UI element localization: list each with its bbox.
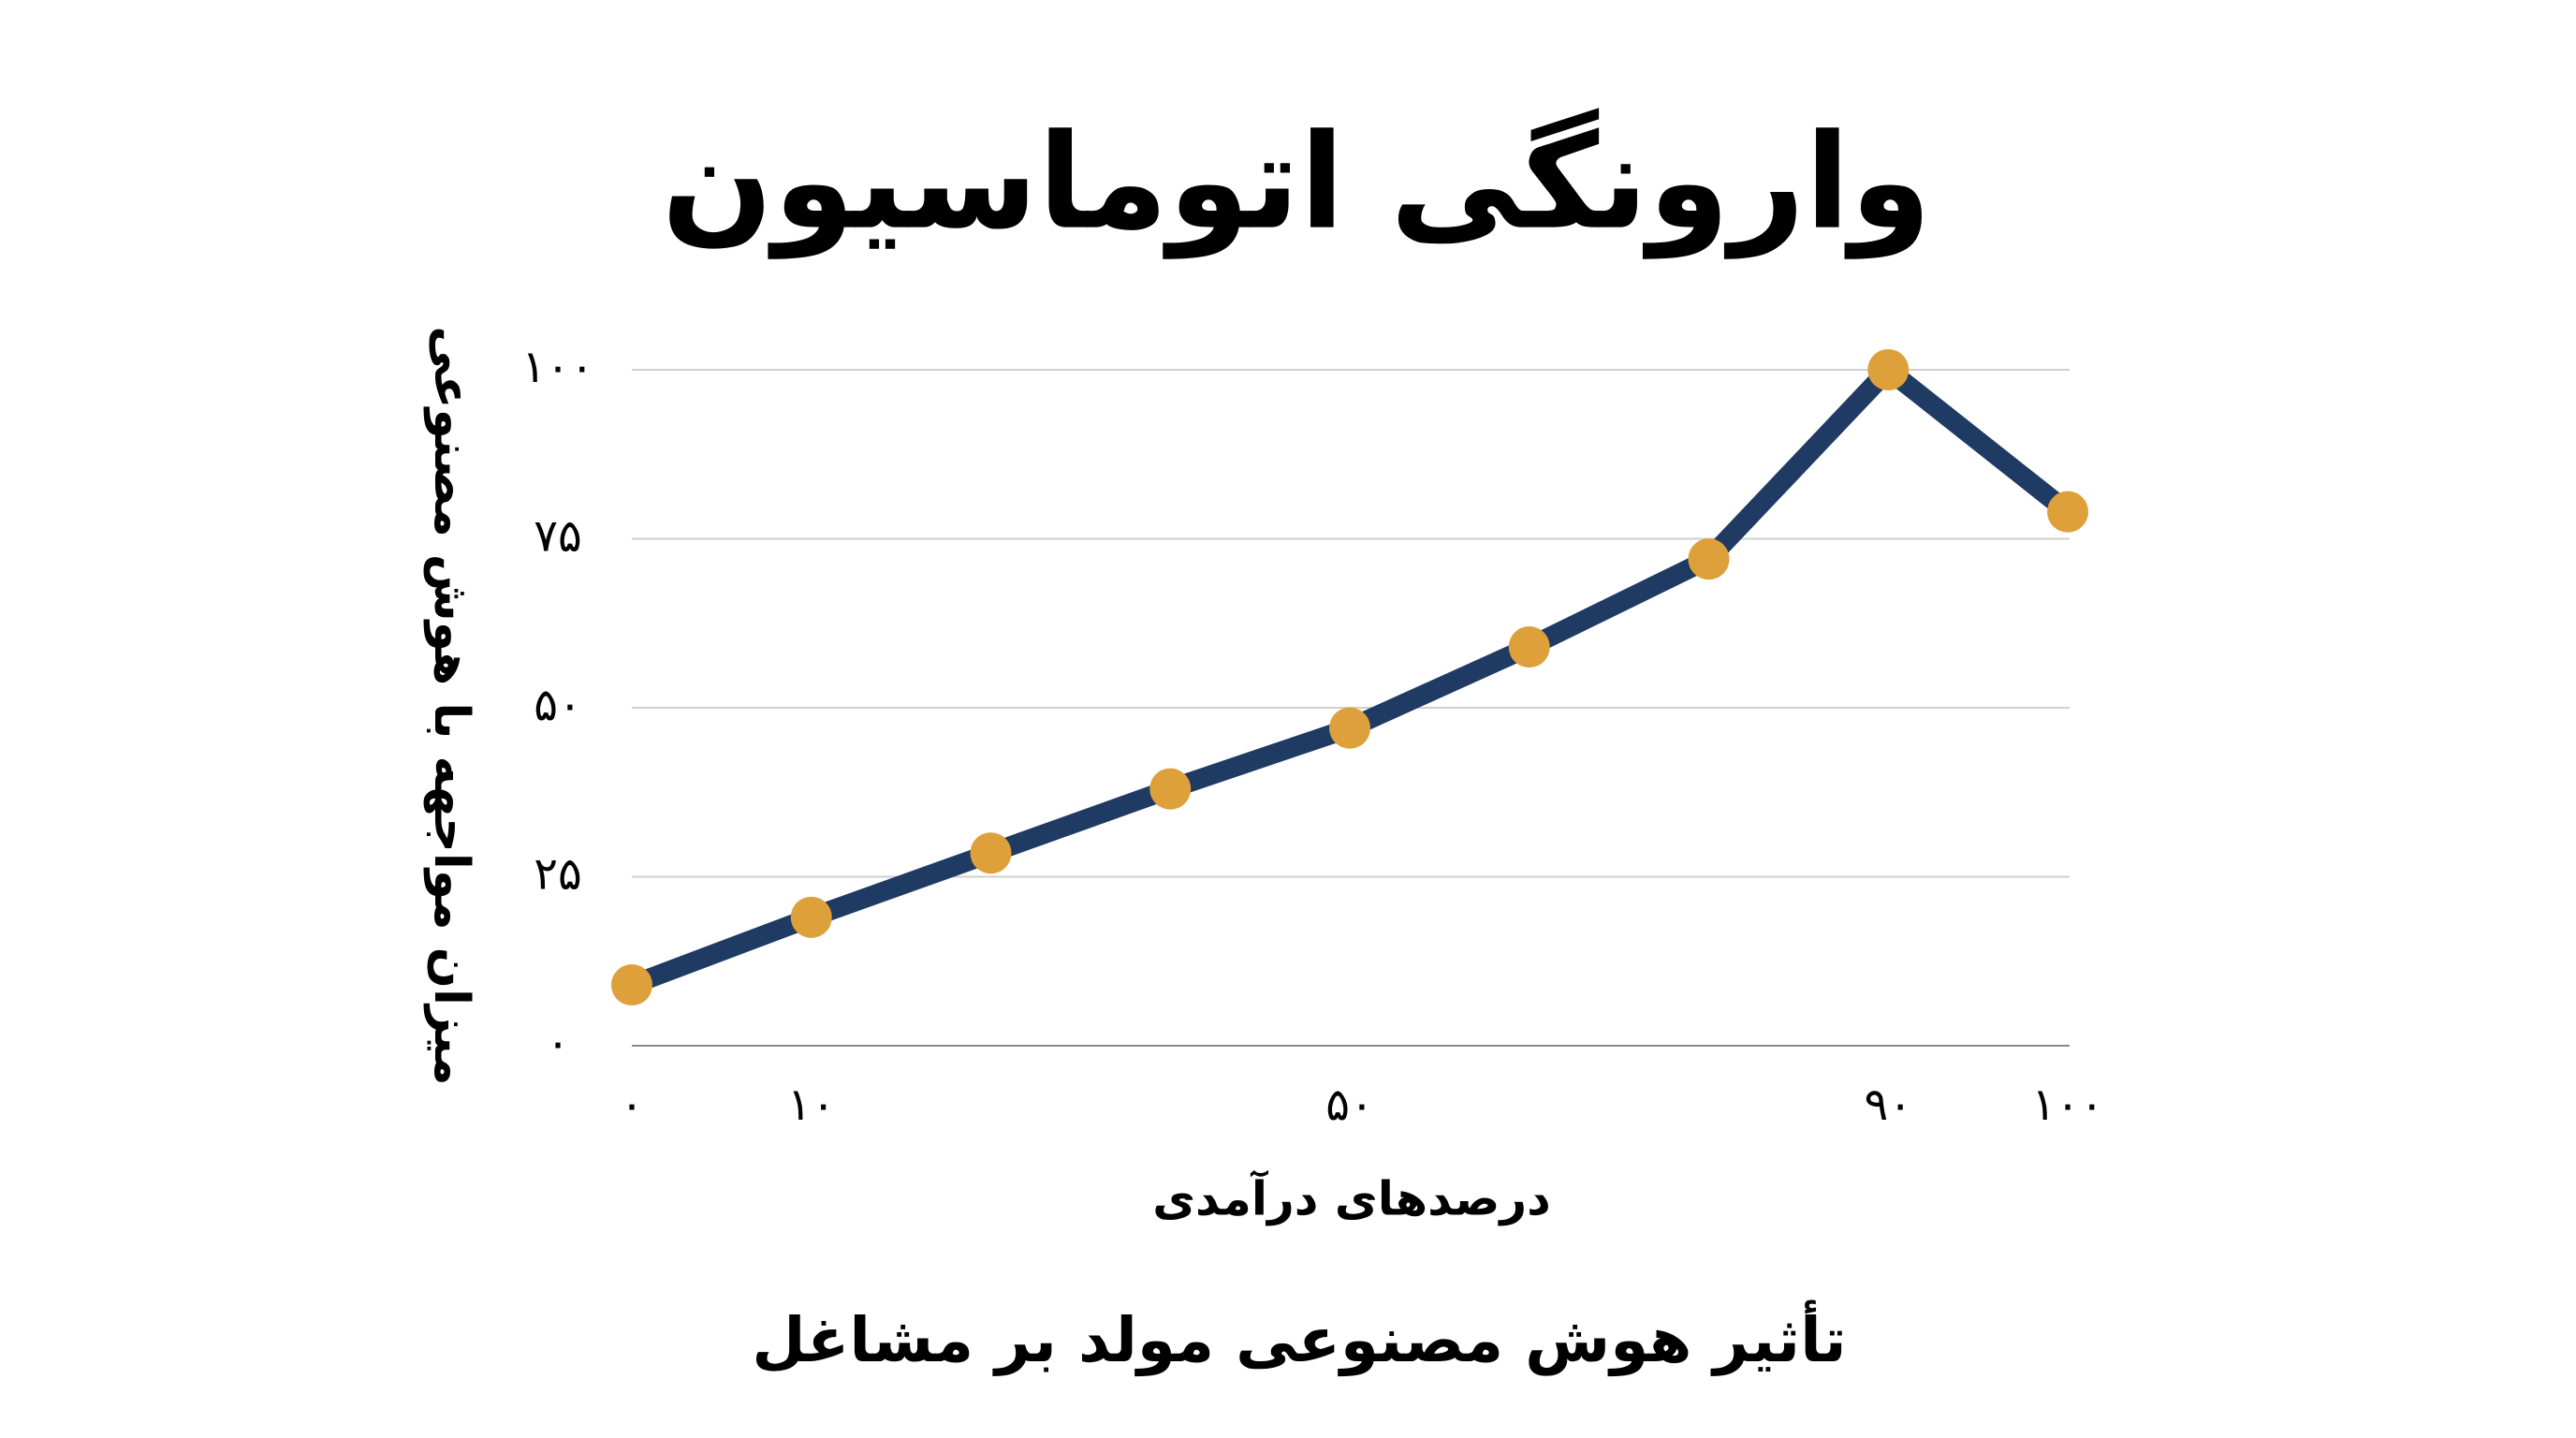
y-tick-label: ۲۵ bbox=[534, 848, 582, 901]
x-tick-label: ۵۰ bbox=[1325, 1078, 1374, 1131]
x-tick-label: ۱۰۰ bbox=[2031, 1078, 2103, 1131]
line bbox=[628, 356, 2074, 994]
y-tick-label: ۷۵ bbox=[534, 510, 582, 563]
y-tick-label: ۱۰۰ bbox=[521, 341, 593, 393]
marker bbox=[1867, 349, 1910, 390]
marker bbox=[1508, 626, 1550, 668]
marker bbox=[1688, 538, 1730, 580]
marker bbox=[1149, 768, 1192, 810]
y-tick-label: ۵۰ bbox=[534, 679, 582, 731]
x-tick-label: ۹۰ bbox=[1864, 1078, 1912, 1131]
y-axis-label: میزان مواجهه با هوش مصنوعی bbox=[423, 326, 479, 1085]
marker bbox=[790, 896, 832, 938]
chart-title: وارونگی اتوماسیون bbox=[662, 107, 1932, 260]
x-tick-label: ۱۰ bbox=[787, 1078, 836, 1131]
x-axis-label: درصدهای درآمدی bbox=[1152, 1170, 1551, 1226]
caption: تأثیر هوش مصنوعی مولد بر مشاغل bbox=[752, 1299, 1846, 1377]
marker bbox=[2047, 491, 2088, 533]
y-tick-label: ۰ bbox=[546, 1017, 570, 1069]
marker bbox=[1329, 707, 1370, 749]
marker bbox=[611, 964, 652, 1006]
marker bbox=[970, 832, 1012, 874]
x-tick-label: ۰ bbox=[620, 1078, 644, 1131]
